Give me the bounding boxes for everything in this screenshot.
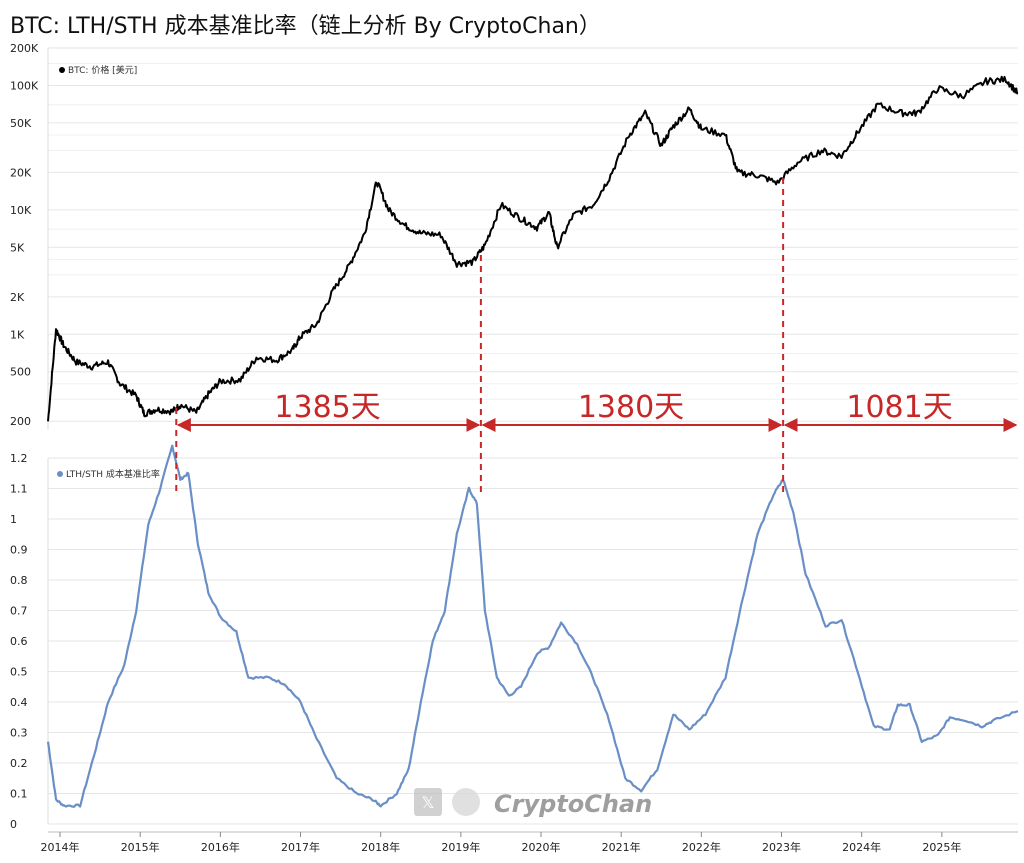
- ratio-series-line: [46, 444, 1019, 808]
- x-tick-label: 2016年: [201, 840, 240, 854]
- price-y-tick-label: 2K: [10, 291, 25, 304]
- ratio-y-tick-label: 0.7: [10, 605, 28, 618]
- price-y-tick-label: 200: [10, 415, 31, 428]
- x-tick-label: 2015年: [121, 840, 160, 854]
- ratio-y-tick-label: 0.9: [10, 544, 28, 557]
- ratio-y-tick-label: 1.1: [10, 483, 28, 496]
- watermark-text: CryptoChan: [494, 790, 652, 818]
- x-tick-label: 2021年: [602, 840, 641, 854]
- ratio-y-tick-label: 0.8: [10, 574, 28, 587]
- x-tick-label: 2017年: [281, 840, 320, 854]
- price-y-tick-label: 500: [10, 366, 31, 379]
- avatar-icon: [452, 788, 480, 816]
- interval-label: 1385天: [274, 390, 380, 425]
- x-tick-label: 2022年: [682, 840, 721, 854]
- price-y-tick-label: 5K: [10, 241, 25, 254]
- price-y-tick-label: 200K: [10, 42, 39, 55]
- ratio-y-tick-label: 1: [10, 513, 17, 526]
- price-y-tick-label: 1K: [10, 328, 25, 341]
- x-tick-label: 2018年: [361, 840, 400, 854]
- ratio-y-tick-label: 0.2: [10, 757, 28, 770]
- x-tick-label: 2023年: [762, 840, 801, 854]
- price-y-tick-label: 10K: [10, 204, 32, 217]
- ratio-y-tick-label: 0.5: [10, 666, 28, 679]
- x-tick-label: 2020年: [522, 840, 561, 854]
- price-legend-label: BTC: 价格 [美元]: [68, 64, 137, 76]
- x-tick-label: 2025年: [922, 840, 961, 854]
- interval-label: 1081天: [846, 390, 952, 425]
- ratio-y-tick-label: 0.6: [10, 635, 28, 648]
- chart-title: BTC: LTH/STH 成本基准比率（链上分析 By CryptoChan）: [10, 14, 601, 39]
- price-y-tick-label: 50K: [10, 117, 32, 130]
- x-tick-label: 2024年: [842, 840, 881, 854]
- x-tick-label: 2014年: [41, 840, 80, 854]
- interval-label: 1380天: [578, 390, 684, 425]
- ratio-y-tick-label: 0.4: [10, 696, 28, 709]
- x-tick-label: 2019年: [441, 840, 480, 854]
- price-y-tick-label: 20K: [10, 166, 32, 179]
- ratio-y-tick-label: 0: [10, 818, 17, 831]
- price-series-line: [47, 75, 1019, 422]
- x-logo-icon: [414, 788, 442, 816]
- ratio-y-tick-label: 1.2: [10, 452, 28, 465]
- ratio-y-tick-label: 0.3: [10, 727, 28, 740]
- ratio-y-tick-label: 0.1: [10, 788, 28, 801]
- ratio-legend-marker: [57, 471, 63, 477]
- x-logo-glyph: 𝕏: [422, 793, 435, 812]
- price-y-tick-label: 100K: [10, 79, 39, 92]
- ratio-legend-label: LTH/STH 成本基准比率: [66, 468, 160, 480]
- price-legend-marker: [59, 67, 65, 73]
